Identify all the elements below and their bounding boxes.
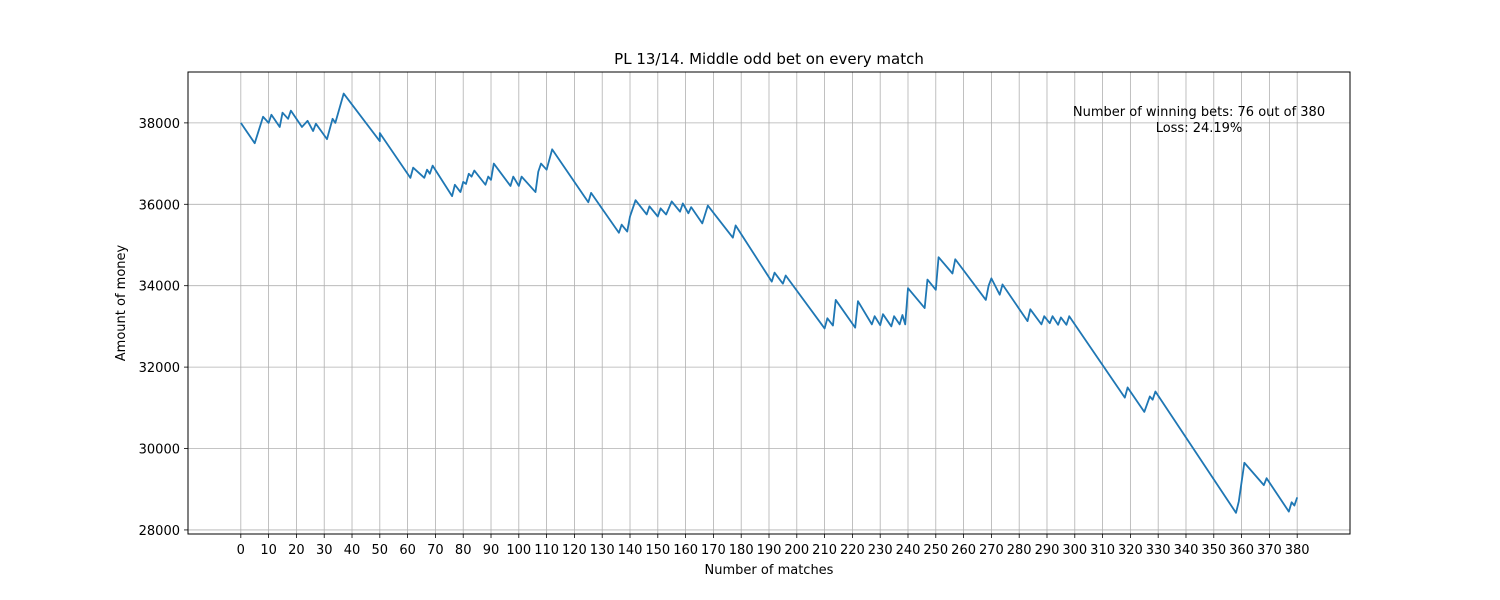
y-tick-label: 36000 <box>139 198 180 213</box>
x-tick-label: 60 <box>399 543 416 558</box>
x-tick-label: 220 <box>840 543 865 558</box>
x-tick-label: 200 <box>784 543 809 558</box>
x-tick-label: 80 <box>455 543 472 558</box>
x-tick-label: 40 <box>344 543 361 558</box>
x-tick-label: 70 <box>427 543 444 558</box>
x-tick-label: 110 <box>534 543 559 558</box>
x-tick-label: 280 <box>1007 543 1032 558</box>
x-tick-label: 340 <box>1174 543 1199 558</box>
x-tick-label: 290 <box>1035 543 1060 558</box>
x-tick-label: 190 <box>757 543 782 558</box>
x-axis-label: Number of matches <box>705 563 834 578</box>
x-tick-label: 160 <box>673 543 698 558</box>
x-axis-ticks: 0 10 20 30 40 50 60 70 80 90 100 110 120 130 140 150 160… <box>237 534 1310 558</box>
y-tick-label: 30000 <box>139 443 180 458</box>
x-tick-label: 20 <box>288 543 305 558</box>
x-tick-label: 230 <box>868 543 893 558</box>
vertical-gridlines <box>240 72 1298 534</box>
x-tick-label: 90 <box>483 543 500 558</box>
series-layer <box>240 92 1299 514</box>
chart-title: PL 13/14. Middle odd bet on every match <box>614 50 924 68</box>
series-line-0 <box>240 92 1299 514</box>
y-tick-label: 34000 <box>139 280 180 295</box>
x-tick-label: 350 <box>1201 543 1226 558</box>
x-tick-label: 150 <box>645 543 670 558</box>
x-tick-label: 180 <box>729 543 754 558</box>
x-tick-label: 370 <box>1257 543 1282 558</box>
x-tick-label: 360 <box>1229 543 1254 558</box>
horizontal-gridlines <box>188 122 1350 531</box>
x-tick-label: 210 <box>812 543 837 558</box>
y-tick-label: 38000 <box>139 117 180 132</box>
annotation-loss: Loss: 24.19% <box>1156 121 1243 136</box>
x-tick-label: 100 <box>506 543 531 558</box>
x-tick-label: 50 <box>372 543 389 558</box>
x-tick-label: 120 <box>562 543 587 558</box>
x-tick-label: 130 <box>590 543 615 558</box>
x-tick-label: 260 <box>951 543 976 558</box>
x-tick-label: 270 <box>979 543 1004 558</box>
x-tick-label: 250 <box>923 543 948 558</box>
y-tick-label: 32000 <box>139 361 180 376</box>
y-axis-ticks: 28000 30000 32000 34000 36000 38000 <box>139 117 188 539</box>
x-tick-label: 330 <box>1146 543 1171 558</box>
x-tick-label: 0 <box>237 543 245 558</box>
x-tick-label: 300 <box>1062 543 1087 558</box>
x-tick-label: 30 <box>316 543 333 558</box>
x-tick-label: 140 <box>618 543 643 558</box>
y-axis-label: Amount of money <box>114 244 129 361</box>
x-tick-label: 170 <box>701 543 726 558</box>
x-tick-label: 240 <box>896 543 921 558</box>
x-tick-label: 380 <box>1285 543 1310 558</box>
y-tick-label: 28000 <box>139 524 180 539</box>
x-tick-label: 10 <box>260 543 277 558</box>
annotation-winning-bets: Number of winning bets: 76 out of 380 <box>1073 105 1325 120</box>
x-tick-label: 310 <box>1090 543 1115 558</box>
x-tick-label: 320 <box>1118 543 1143 558</box>
